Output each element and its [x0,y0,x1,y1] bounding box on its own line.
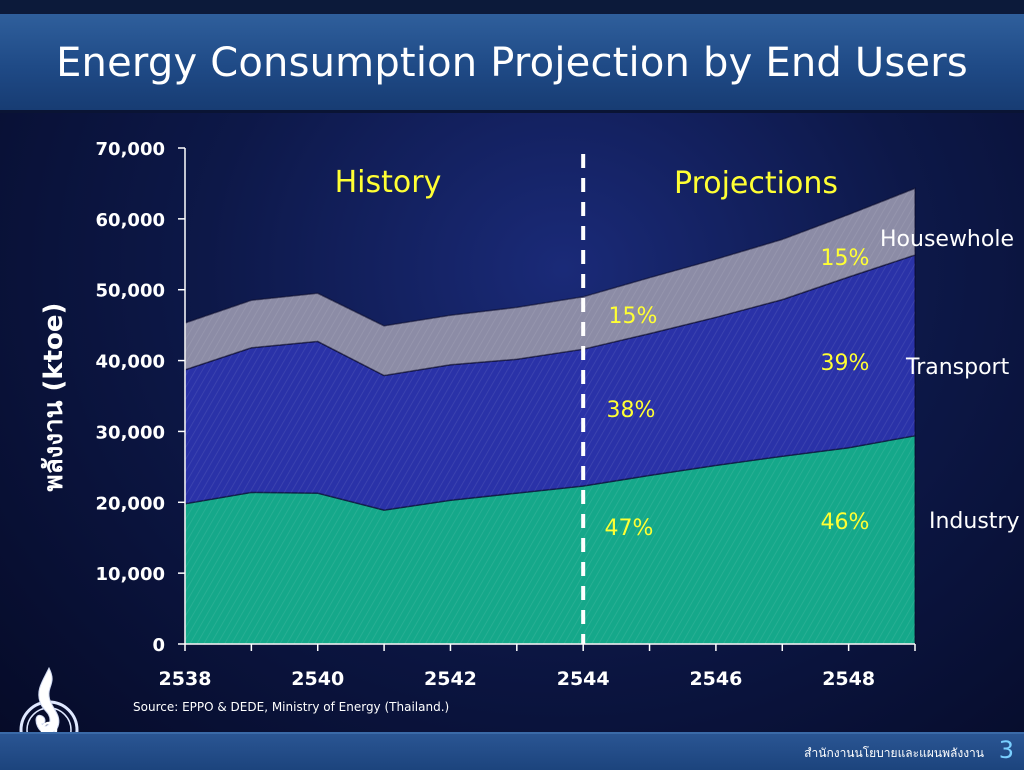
title-bar: Energy Consumption Projection by End Use… [0,0,1024,110]
y-tick-label: 20,000 [96,493,165,514]
x-tick-label: 2546 [689,668,742,690]
y-tick-label: 70,000 [96,139,165,160]
x-tick-label: 2548 [822,668,875,690]
history-pct-transport: 38% [607,398,656,423]
y-tick-label: 40,000 [96,352,165,373]
area-transport-texture [185,255,915,511]
y-tick-labels: 0 10,000 20,000 30,000 40,000 50,000 60,000 70,… [96,139,165,656]
series-label-industry: Industry [929,509,1020,534]
x-tick-labels: 2538 2540 2542 2544 2546 2548 [159,668,876,690]
projection-pct-transport: 39% [821,351,870,376]
stacked-area-chart: 0 10,000 20,000 30,000 40,000 50,000 60,000 70,… [39,139,1020,714]
y-tick-label: 60,000 [96,210,165,231]
organization-name: สำนักงานนโยบายและแผนพลังงาน [804,746,984,760]
series-label-housewhole: Housewhole [880,227,1014,252]
x-tick-label: 2542 [424,668,477,690]
area-industry-texture [185,435,915,644]
y-tick-label: 30,000 [96,422,165,443]
x-tick-label: 2540 [291,668,344,690]
page-number: 3 [998,736,1014,764]
history-pct-industry: 47% [605,516,654,541]
series-label-transport: Transport [905,355,1010,380]
section-label-projections: Projections [674,166,838,201]
y-tick-label: 0 [152,635,165,656]
title-divider [0,110,1024,113]
history-pct-housewhole: 15% [609,304,658,329]
footer-bar: สำนักงานนโยบายและแผนพลังงาน 3 [0,732,1024,770]
x-tick-label: 2538 [159,668,212,690]
projection-pct-housewhole: 15% [821,246,870,271]
projection-pct-industry: 46% [821,510,870,535]
y-tick-label: 50,000 [96,281,165,302]
section-label-history: History [335,165,442,200]
slide-title: Energy Consumption Projection by End Use… [56,40,968,86]
area-housewhole-texture [185,188,915,376]
x-tick-label: 2544 [557,668,610,690]
axes [178,147,916,651]
source-note: Source: EPPO & DEDE, Ministry of Energy … [133,700,449,714]
y-tick-label: 10,000 [96,564,165,585]
y-axis-label: พลังงาน (ktoe) [39,303,69,492]
area-layers [184,187,916,645]
